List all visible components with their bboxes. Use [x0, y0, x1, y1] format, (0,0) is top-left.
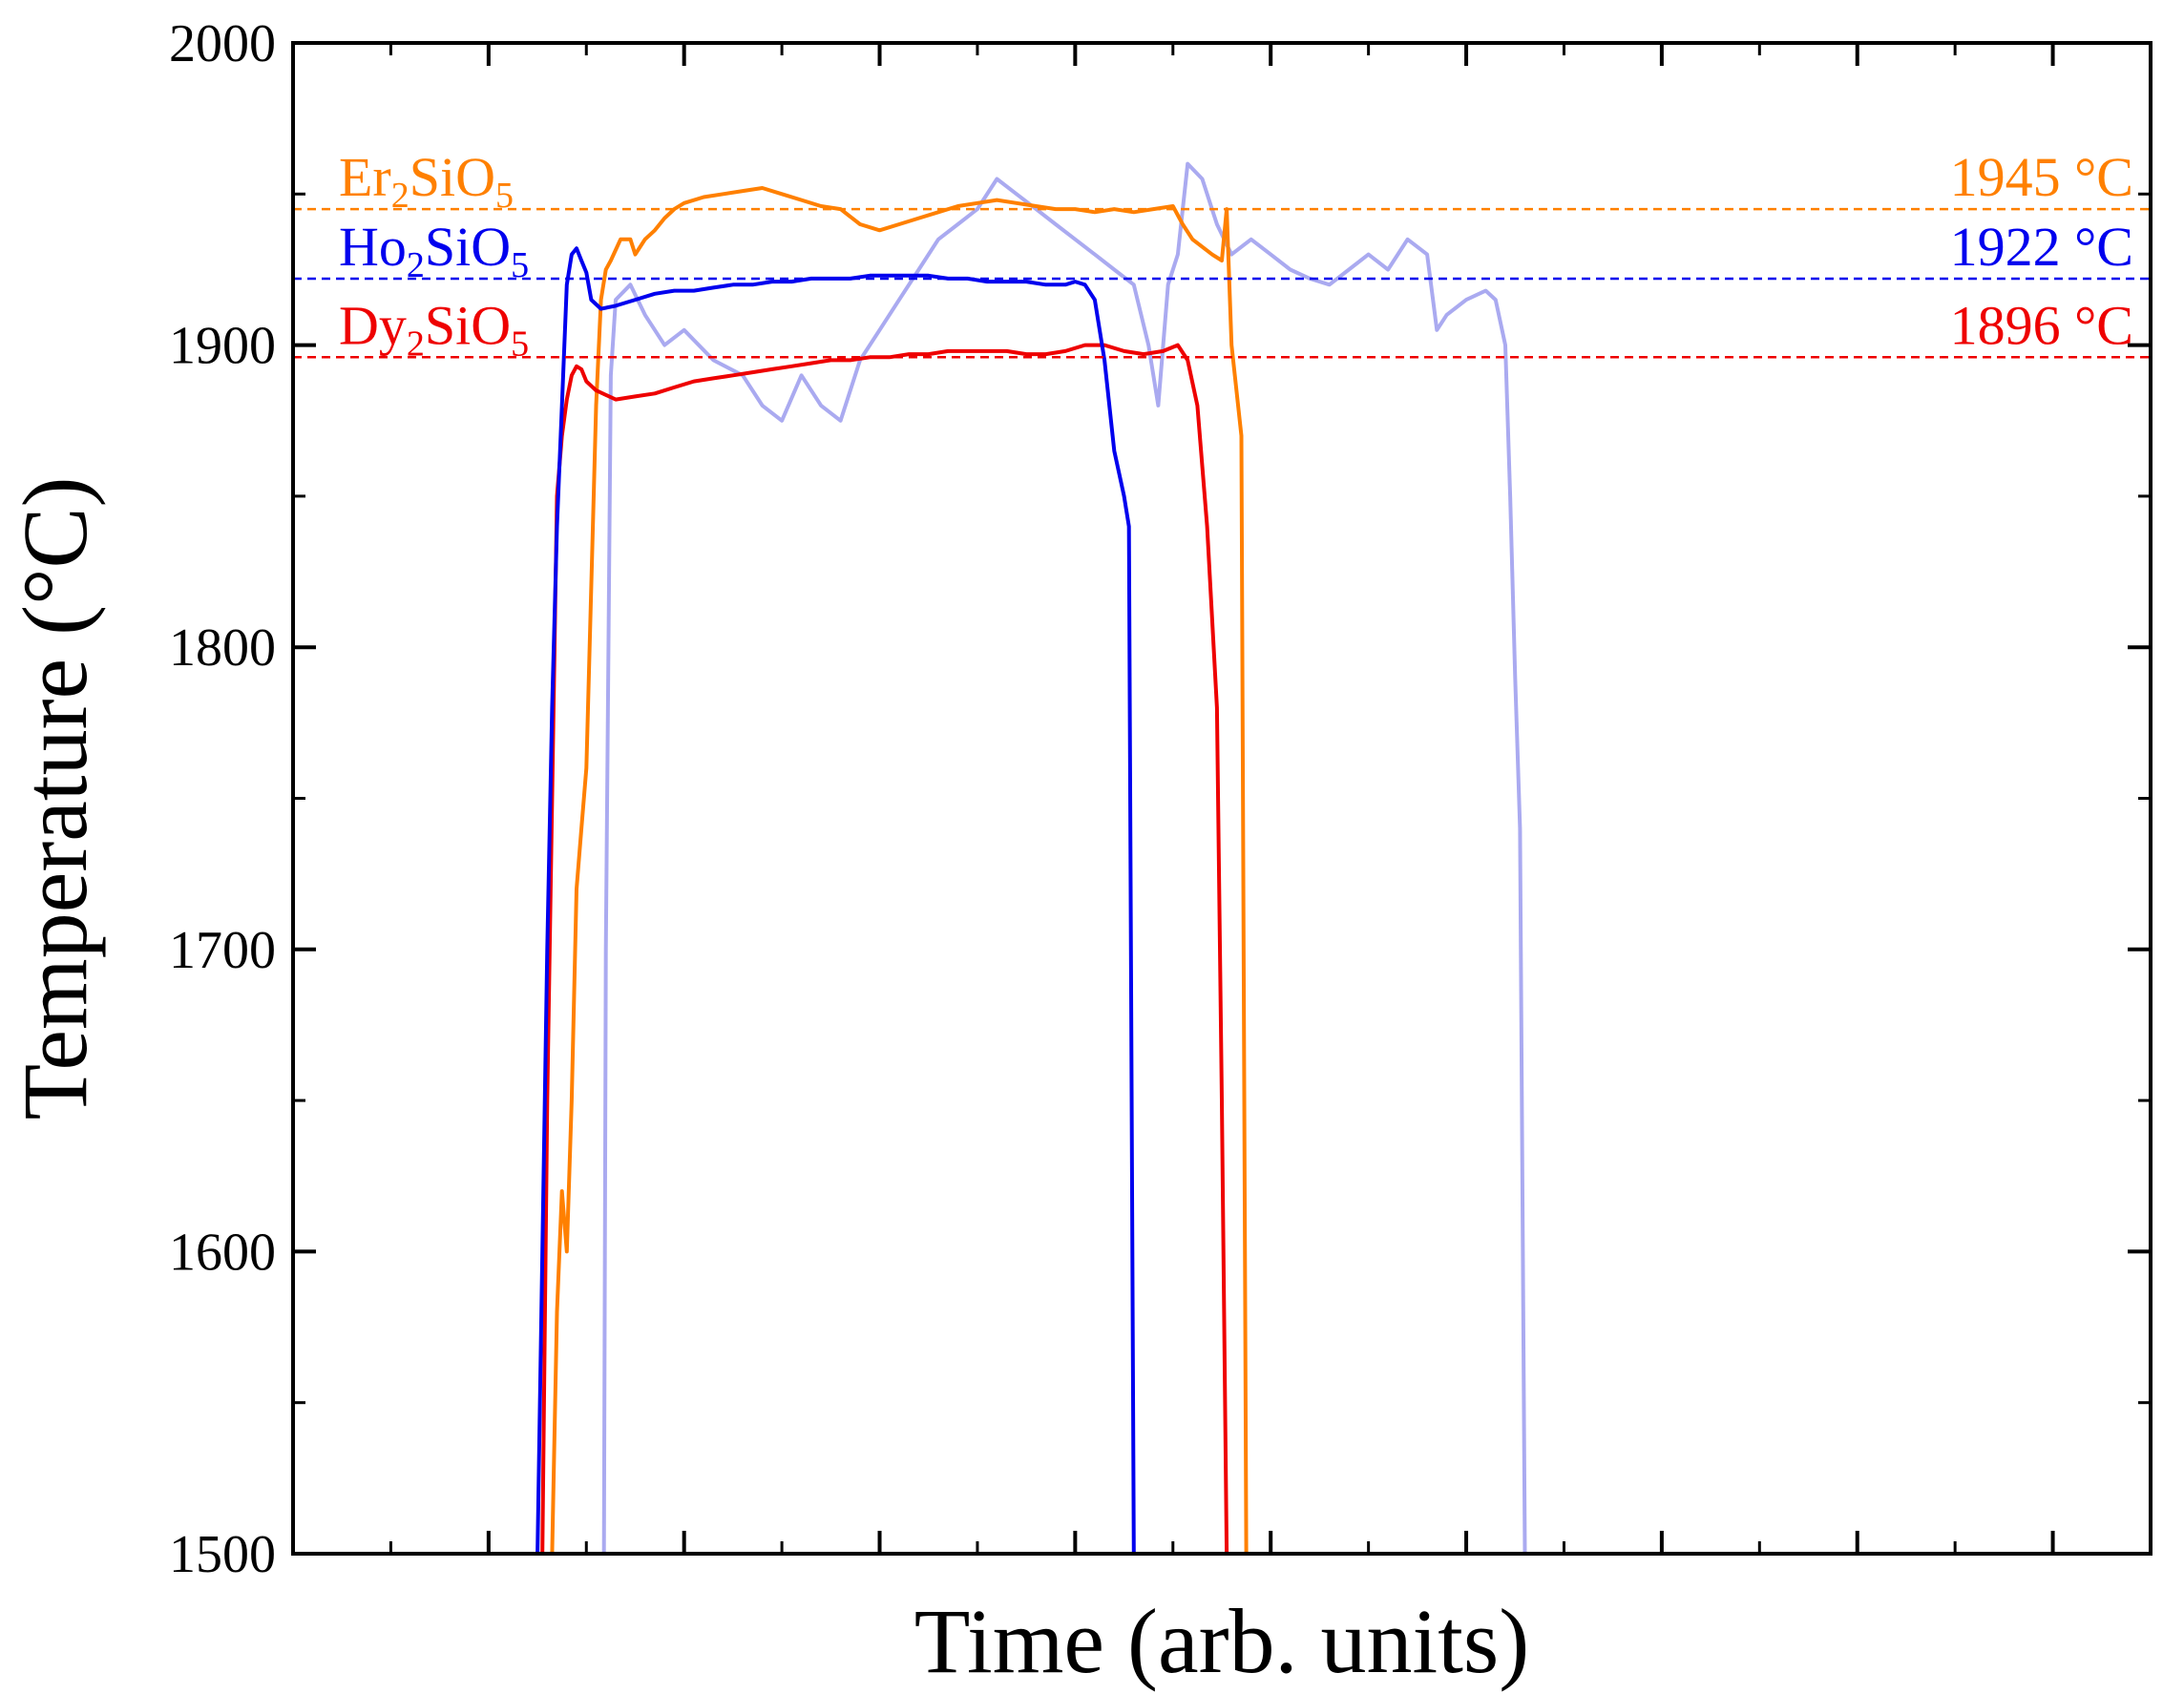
- series-line-0: [601, 161, 1527, 1554]
- y-tick-label: 1500: [169, 1525, 276, 1584]
- compound-label-0: Er2SiO5: [339, 146, 514, 216]
- y-tick-label: 2000: [169, 14, 276, 73]
- y-tick-label: 1900: [169, 317, 276, 376]
- reference-lines-layer: [293, 207, 2151, 359]
- compound-label-2: Dy2SiO5: [339, 294, 529, 364]
- reference-value-label-0: 1945 °C: [1950, 146, 2133, 208]
- y-tick-label: 1800: [169, 618, 276, 678]
- x-axis-title: Time (arb. units): [914, 1590, 1529, 1692]
- y-tick-label: 1700: [169, 921, 276, 980]
- series-layer: [536, 161, 1527, 1554]
- compound-label-1: Ho2SiO5: [339, 216, 529, 285]
- series-line-2: [540, 343, 1229, 1554]
- ticks-layer: 1500 1600 1700 1800 1900 2000: [169, 14, 2151, 1584]
- y-tick-label: 1600: [169, 1223, 276, 1282]
- reference-value-label-1: 1922 °C: [1950, 216, 2133, 278]
- y-axis-title: Temperature (°C): [4, 476, 106, 1119]
- reference-value-label-2: 1896 °C: [1950, 294, 2133, 356]
- plot-frame: [291, 41, 2152, 1556]
- series-line-3: [536, 246, 1136, 1554]
